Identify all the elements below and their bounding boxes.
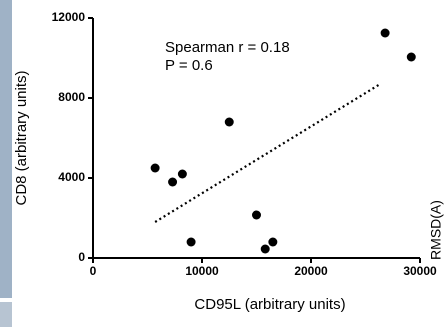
y-axis-title: CD8 (arbitrary units)	[13, 70, 30, 205]
y-tick-label: 8000	[58, 90, 85, 104]
x-tick-label: 30000	[403, 264, 437, 278]
point	[407, 53, 416, 62]
annotation: P = 0.6	[165, 57, 213, 74]
adjacent-image	[0, 0, 12, 298]
point	[381, 29, 390, 38]
trend-line	[155, 85, 378, 222]
point	[261, 245, 270, 254]
adjacent-image	[0, 302, 12, 327]
x-tick-label: 10000	[185, 264, 219, 278]
point	[225, 118, 234, 127]
point	[178, 170, 187, 179]
y-tick-label: 4000	[58, 170, 85, 184]
chart: Spearman r = 0.18 P = 0.6 CD95L (arbitra…	[0, 0, 445, 327]
point	[268, 238, 277, 247]
x-tick-label: 20000	[294, 264, 328, 278]
y-tick-label: 12000	[52, 10, 86, 24]
point	[187, 238, 196, 247]
point	[151, 164, 160, 173]
side-label: RMSD(A)	[428, 200, 444, 260]
annotation: Spearman r = 0.18	[165, 39, 290, 56]
x-tick-label: 0	[90, 264, 97, 278]
point	[252, 211, 261, 220]
x-axis-title: CD95L (arbitrary units)	[194, 296, 345, 313]
point	[168, 178, 177, 187]
y-tick-label: 0	[78, 250, 85, 264]
